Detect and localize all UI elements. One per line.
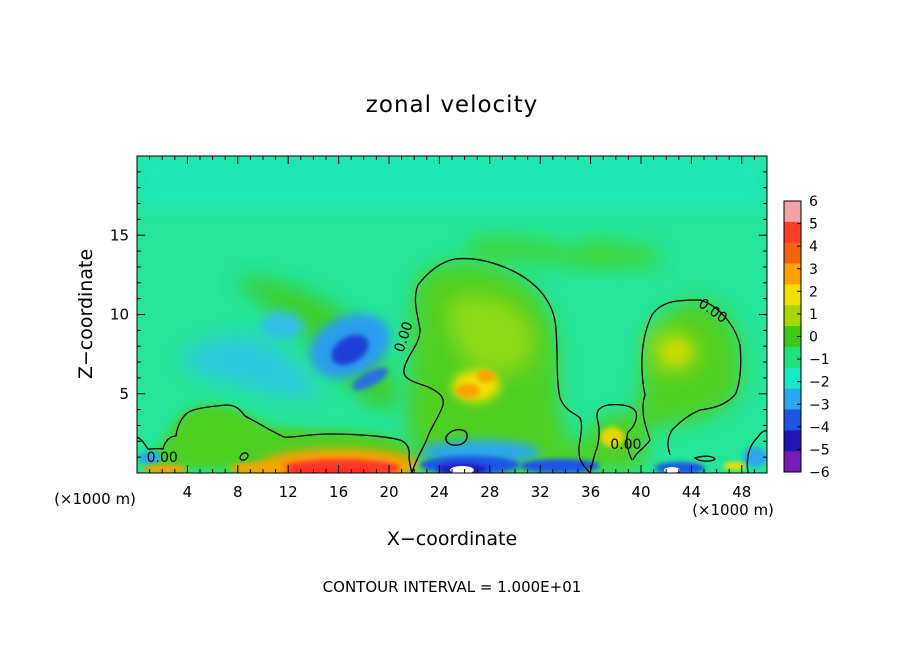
colorbar-label-5: 1 [809, 307, 818, 323]
x-tick-label-0: 4 [183, 483, 193, 501]
heatmap-field [137, 156, 767, 473]
contour-zero-mid [403, 257, 591, 473]
colorbar-swatch-11 [784, 430, 801, 452]
y-tick-label-1: 10 [110, 306, 129, 324]
colorbar-label-1: 5 [809, 217, 818, 233]
x-tick-label-10: 44 [682, 483, 701, 501]
contour-label-4: 0.00 [147, 450, 178, 466]
colorbar: 6 5 4 3 2 1 0 −1 −2 −3 −4 −5 −6 [783, 194, 830, 481]
field-surface-cold-right [655, 462, 705, 473]
field-surface-cold-white [450, 466, 474, 473]
contour-interval-footer: CONTOUR INTERVAL = 1.000E+01 [323, 578, 582, 596]
x-tick-label-2: 12 [279, 483, 298, 501]
y-tick-label-0: 5 [119, 385, 129, 403]
field-negative-blob-small [260, 312, 304, 340]
x-tick-label-5: 24 [430, 483, 449, 501]
colorbar-swatch-1 [784, 221, 801, 244]
field-surface-warm-left [230, 462, 290, 473]
colorbar-swatch-5 [784, 305, 801, 327]
colorbar-swatch-2 [784, 242, 801, 265]
colorbar-swatch-10 [784, 409, 801, 431]
colorbar-swatch-8 [784, 367, 801, 390]
field-surface-warm-right [723, 462, 747, 470]
field-positive-core-small [600, 427, 624, 447]
contour-zero-small-loop [445, 429, 468, 446]
colorbar-label-7: −1 [809, 352, 830, 368]
colorbar-swatch-7 [784, 346, 801, 369]
contour-zero-left [137, 404, 413, 473]
field-surface-warm-hot [290, 468, 370, 473]
chart-title: zonal velocity [366, 92, 538, 118]
x-tick-label-9: 40 [631, 483, 650, 501]
colorbar-swatch-12 [784, 451, 801, 473]
y-tick-label-2: 15 [110, 226, 129, 244]
x-tick-label-1: 8 [233, 483, 243, 501]
colorbar-label-11: −5 [809, 442, 830, 458]
contour-zero-bottom-loop [239, 452, 249, 461]
colorbar-swatch-6 [784, 326, 801, 348]
field-positive-core-upper [477, 370, 495, 382]
y-axis-label: Z−coordinate [75, 249, 97, 379]
colorbar-label-2: 4 [809, 239, 818, 255]
field-positive-upper [470, 238, 660, 268]
colorbar-swatch-9 [784, 388, 801, 410]
field-surface-cold-right-white [664, 467, 680, 473]
colorbar-label-8: −2 [809, 375, 830, 391]
x-tick-label-4: 20 [379, 483, 398, 501]
field-negative-blob-lower [352, 367, 388, 391]
x-axis: 4 8 12 16 20 24 28 32 36 40 44 48 [149, 156, 755, 501]
colorbar-label-6: 0 [809, 330, 818, 346]
x-tick-label-8: 36 [581, 483, 600, 501]
y-axis: 5 10 15 [110, 171, 767, 458]
contour-zero-right [632, 299, 742, 461]
contour-zero-bottom-small [693, 455, 716, 462]
x-tick-label-7: 32 [531, 483, 550, 501]
colorbar-label-3: 3 [809, 262, 818, 278]
field-positive-core-far-right-hi [662, 340, 690, 364]
x-unit-left: (×1000 m) [54, 490, 136, 508]
x-axis-label: X−coordinate [387, 528, 517, 550]
field-negative-blob-core [331, 334, 369, 366]
field-surface-cold-left [138, 452, 162, 464]
colorbar-swatch-0 [784, 201, 801, 223]
contour-label-3: 0.00 [610, 437, 641, 453]
x-tick-label-3: 16 [329, 483, 348, 501]
x-tick-label-11: 48 [732, 483, 751, 501]
colorbar-label-9: −3 [809, 397, 830, 413]
colorbar-label-10: −4 [809, 420, 830, 436]
colorbar-label-4: 2 [809, 284, 818, 300]
field-positive-core-right [447, 295, 535, 374]
colorbar-swatch-4 [784, 284, 801, 306]
field-upper-band [137, 156, 767, 208]
x-tick-label-6: 28 [480, 483, 499, 501]
contour-zero-right-lobe [589, 404, 638, 473]
field-positive-core-orange [456, 384, 480, 398]
field-surface-warm-far-left [143, 465, 187, 473]
x-unit-right: (×1000 m) [692, 501, 774, 519]
contour-zero-far-right [746, 430, 767, 473]
zero-contours [137, 257, 767, 473]
colorbar-label-12: −6 [809, 465, 830, 481]
colorbar-swatch-3 [784, 263, 801, 285]
colorbar-label-0: 6 [809, 194, 818, 210]
field-negative-left-band [180, 336, 320, 397]
